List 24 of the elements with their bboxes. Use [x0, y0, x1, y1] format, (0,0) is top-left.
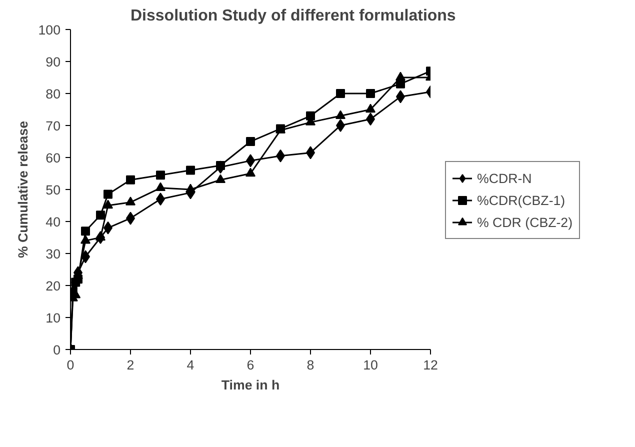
y-tick-label: 50 — [46, 182, 61, 198]
x-tick-label: 12 — [423, 358, 438, 372]
legend-label: %CDR-N — [477, 170, 532, 186]
y-axis-title: % Cumulative release — [15, 120, 30, 258]
y-tick-label: 70 — [46, 118, 61, 134]
y-tick-label: 90 — [46, 54, 61, 70]
legend-label: %CDR(CBZ-1) — [477, 192, 566, 208]
x-tick-label: 6 — [246, 358, 254, 372]
x-tick-label: 0 — [66, 358, 74, 372]
x-tick-label: 2 — [126, 358, 134, 372]
x-tick-label: 4 — [186, 358, 195, 372]
y-tick-label: 40 — [46, 214, 61, 230]
x-tick-label: 10 — [363, 358, 378, 372]
y-tick-label: 20 — [46, 278, 61, 294]
y-tick-label: 100 — [38, 22, 61, 38]
y-tick-label: 10 — [46, 310, 61, 326]
y-tick-label: 80 — [46, 86, 61, 102]
y-tick-label: 0 — [53, 342, 61, 358]
y-tick-label: 30 — [46, 246, 61, 262]
legend-label: % CDR (CBZ-2) — [477, 214, 573, 230]
x-axis-title: Time in h — [221, 378, 280, 392]
chart-title: Dissolution Study of different formulations — [130, 8, 456, 24]
y-tick-label: 60 — [46, 150, 61, 166]
x-tick-label: 8 — [306, 358, 314, 372]
